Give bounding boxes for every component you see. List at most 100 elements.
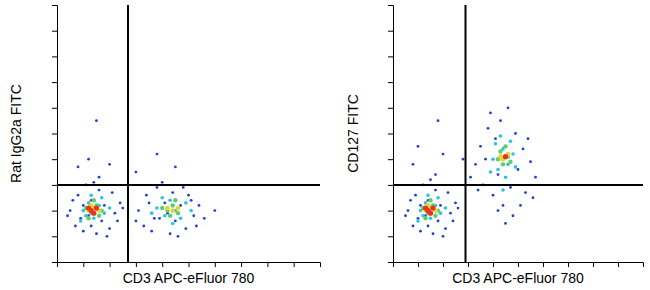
point bbox=[148, 201, 151, 204]
point bbox=[150, 211, 154, 215]
point bbox=[168, 199, 172, 203]
point bbox=[534, 176, 537, 179]
point bbox=[499, 134, 503, 138]
point bbox=[494, 142, 498, 146]
point bbox=[171, 191, 174, 194]
point bbox=[158, 217, 161, 220]
tick bbox=[241, 262, 242, 267]
point bbox=[121, 207, 124, 210]
point bbox=[437, 219, 440, 222]
tick bbox=[267, 262, 268, 267]
tick bbox=[518, 262, 519, 267]
point bbox=[457, 207, 460, 210]
point bbox=[487, 127, 490, 130]
point bbox=[137, 209, 140, 212]
y-axis bbox=[388, 6, 394, 263]
tick bbox=[568, 262, 569, 267]
tick-mark bbox=[518, 262, 519, 267]
point bbox=[423, 205, 428, 210]
series bbox=[421, 144, 513, 220]
gate-line bbox=[57, 184, 320, 186]
point bbox=[108, 206, 112, 210]
point bbox=[514, 132, 517, 135]
point bbox=[177, 235, 180, 238]
point bbox=[503, 154, 508, 159]
tick bbox=[388, 211, 393, 212]
tick bbox=[618, 262, 619, 267]
point bbox=[509, 186, 512, 189]
point bbox=[511, 152, 515, 156]
point bbox=[439, 204, 442, 207]
point bbox=[474, 163, 477, 166]
tick-mark bbox=[568, 262, 569, 267]
point bbox=[160, 196, 164, 200]
point bbox=[82, 230, 85, 233]
point bbox=[430, 205, 435, 210]
gate-line bbox=[393, 184, 643, 186]
point bbox=[433, 214, 437, 218]
point bbox=[504, 175, 508, 179]
point bbox=[489, 112, 492, 115]
tick bbox=[388, 185, 393, 186]
point bbox=[192, 214, 195, 217]
point bbox=[156, 186, 159, 189]
gate-line bbox=[465, 5, 467, 262]
point bbox=[501, 188, 505, 192]
tick-mark bbox=[388, 185, 393, 186]
point bbox=[82, 204, 85, 207]
point bbox=[414, 194, 417, 197]
tick-mark bbox=[52, 108, 57, 109]
tick bbox=[83, 262, 84, 267]
point bbox=[494, 137, 497, 140]
point bbox=[113, 212, 116, 215]
tick-mark bbox=[388, 82, 393, 83]
point bbox=[502, 204, 505, 207]
point bbox=[519, 204, 522, 207]
point bbox=[498, 149, 502, 153]
tick bbox=[418, 262, 419, 267]
tick bbox=[543, 262, 544, 267]
point bbox=[529, 160, 532, 163]
point bbox=[91, 211, 96, 216]
point bbox=[503, 144, 507, 148]
series bbox=[84, 198, 180, 220]
point bbox=[184, 227, 187, 230]
point bbox=[444, 227, 447, 230]
point bbox=[165, 206, 170, 211]
tick-mark bbox=[388, 134, 393, 135]
tick bbox=[388, 159, 393, 160]
series bbox=[86, 205, 99, 215]
point bbox=[189, 209, 193, 213]
tick-mark bbox=[52, 211, 57, 212]
point bbox=[150, 230, 153, 233]
axis-line bbox=[52, 6, 58, 263]
point bbox=[161, 181, 164, 184]
point bbox=[77, 166, 80, 169]
point bbox=[449, 212, 452, 215]
point bbox=[412, 225, 415, 228]
tick bbox=[388, 108, 393, 109]
point bbox=[491, 157, 495, 161]
point bbox=[404, 214, 407, 217]
tick bbox=[215, 262, 216, 267]
point bbox=[71, 199, 74, 202]
tick-mark bbox=[52, 56, 57, 57]
tick-mark bbox=[418, 262, 419, 267]
point bbox=[156, 153, 159, 156]
point bbox=[434, 189, 437, 192]
tick-mark bbox=[52, 185, 57, 186]
point bbox=[95, 232, 98, 235]
point bbox=[499, 119, 502, 122]
tick-mark bbox=[52, 134, 57, 135]
tick bbox=[52, 56, 57, 57]
tick-mark bbox=[388, 56, 393, 57]
point bbox=[477, 189, 480, 192]
tick-mark bbox=[294, 262, 295, 267]
point bbox=[90, 225, 93, 228]
point bbox=[163, 214, 167, 218]
point bbox=[153, 217, 156, 220]
y-axis bbox=[52, 6, 58, 263]
tick-mark bbox=[388, 31, 393, 32]
point bbox=[509, 139, 513, 143]
tick bbox=[388, 82, 393, 83]
